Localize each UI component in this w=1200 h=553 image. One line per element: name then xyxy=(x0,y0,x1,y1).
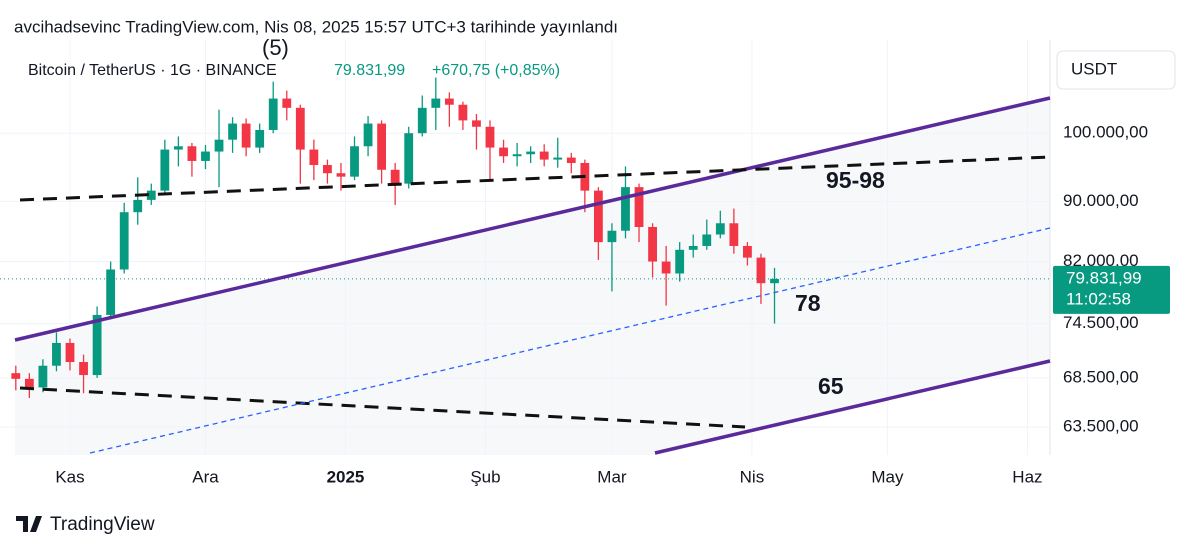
trend-line xyxy=(89,227,1051,454)
candle-body xyxy=(106,269,116,315)
candle-body xyxy=(133,199,143,213)
header-price: 79.831,99 xyxy=(334,62,405,79)
candle-body xyxy=(485,126,495,148)
header-change: +670,75 (+0,85%) xyxy=(432,62,560,79)
candle-body xyxy=(566,157,576,163)
candle-body xyxy=(729,223,739,246)
x-tick-label: Haz xyxy=(1012,467,1042,486)
candle-body xyxy=(309,149,319,166)
candle-body xyxy=(472,120,481,127)
price-tag-label: 79.831,99 xyxy=(1066,268,1142,287)
published-note: avcihadsevinc TradingView.com, Nis 08, 2… xyxy=(14,17,618,36)
candle-body xyxy=(323,165,332,174)
candle-body xyxy=(79,362,88,376)
candle-body xyxy=(648,226,657,262)
brand: TradingView xyxy=(50,514,155,535)
candle-body xyxy=(553,157,563,160)
candle-body xyxy=(65,342,75,363)
candle-body xyxy=(295,107,305,150)
candle-body xyxy=(214,139,224,152)
symbol-title: Bitcoin / TetherUS · 1G · BINANCE xyxy=(28,62,277,79)
candle-body xyxy=(499,147,508,157)
channel-upper xyxy=(14,96,1051,342)
x-tick-label: Kas xyxy=(55,467,84,486)
target-label: 95-98 xyxy=(826,167,885,193)
x-tick-label: Şub xyxy=(470,467,500,486)
footer-logo: TradingView xyxy=(16,514,155,535)
level-label: 65 xyxy=(818,373,844,399)
candle-body xyxy=(770,278,779,284)
candle-body xyxy=(688,245,698,250)
candle-body xyxy=(187,146,197,161)
candle-body xyxy=(702,234,712,246)
candle-body xyxy=(526,151,536,155)
candle-body xyxy=(363,123,373,147)
candle-body xyxy=(634,187,644,227)
candle-body xyxy=(390,169,400,184)
candle-body xyxy=(173,146,183,150)
candle-body xyxy=(661,261,671,274)
candle-body xyxy=(458,104,468,121)
plot-area xyxy=(0,40,1050,455)
candle-body xyxy=(336,173,346,177)
candle-body xyxy=(621,187,630,231)
candle-body xyxy=(92,314,102,376)
candle-body xyxy=(539,151,549,160)
drawings xyxy=(14,96,1051,455)
candle-body xyxy=(11,373,21,379)
candle-body xyxy=(282,98,292,108)
candle-body xyxy=(377,123,387,170)
resistance-line xyxy=(19,155,1051,202)
candle-body xyxy=(431,98,441,108)
support-line xyxy=(19,386,746,429)
candle-body xyxy=(404,133,414,184)
candle-body xyxy=(255,129,265,148)
channel-fill xyxy=(15,98,1050,455)
y-tick-label: 63.500,00 xyxy=(1063,416,1139,435)
currency-box[interactable] xyxy=(1056,50,1176,90)
candle-body xyxy=(160,149,170,191)
candle-body xyxy=(119,212,129,270)
candle-body xyxy=(241,123,251,148)
candle-body xyxy=(715,223,725,235)
candle-body xyxy=(52,342,61,366)
candle-body xyxy=(512,154,522,157)
candle-body xyxy=(38,365,48,388)
y-tick-label: 82.000,00 xyxy=(1063,251,1139,270)
candle-body xyxy=(417,107,427,134)
wave-label: (5) xyxy=(262,35,289,60)
y-tick-label: 90.000,00 xyxy=(1063,191,1139,210)
logo-icon xyxy=(16,516,42,532)
x-tick-label: Mar xyxy=(597,467,627,486)
y-tick-label: 100.000,00 xyxy=(1063,123,1148,142)
candle-body xyxy=(24,378,34,388)
y-tick-label: 68.500,00 xyxy=(1063,367,1139,386)
x-tick-label: 2025 xyxy=(327,467,365,486)
channel-lower xyxy=(654,359,1051,455)
x-tick-label: May xyxy=(871,467,904,486)
candle-body xyxy=(350,146,359,177)
y-tick-label: 74.500,00 xyxy=(1063,313,1139,332)
candle-body xyxy=(756,257,766,284)
x-tick-label: Ara xyxy=(192,467,219,486)
price-tag xyxy=(1053,265,1170,314)
candle-body xyxy=(607,230,617,243)
candle-body xyxy=(228,123,237,140)
candle-body xyxy=(201,151,210,161)
currency: USDT xyxy=(1071,59,1117,78)
level-label: 78 xyxy=(795,290,821,316)
x-tick-label: Nis xyxy=(740,467,765,486)
candle-body xyxy=(743,245,752,258)
candle-body xyxy=(675,249,685,274)
countdown: 11:02:58 xyxy=(1066,289,1131,308)
candle-body xyxy=(593,190,603,243)
candle-body xyxy=(268,98,278,130)
candle-body xyxy=(146,190,156,200)
candle-body xyxy=(444,98,454,105)
